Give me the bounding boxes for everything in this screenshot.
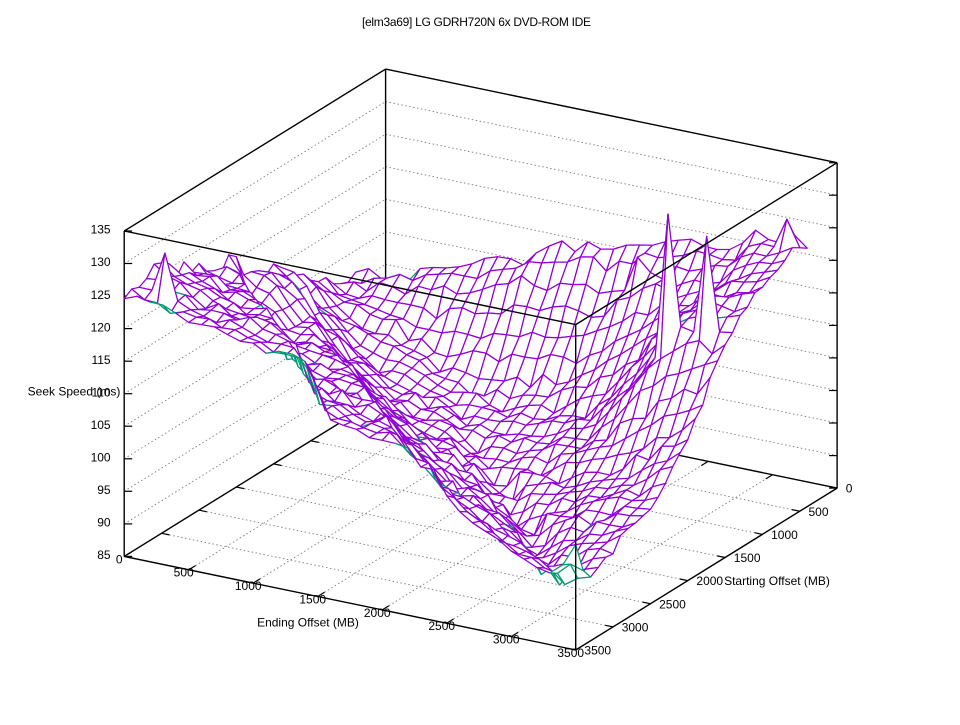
svg-text:95: 95 <box>97 483 111 497</box>
svg-text:500: 500 <box>174 566 194 580</box>
svg-text:500: 500 <box>809 505 829 519</box>
svg-text:Ending Offset (MB): Ending Offset (MB) <box>257 615 359 629</box>
svg-text:3000: 3000 <box>493 633 520 647</box>
svg-text:130: 130 <box>91 255 111 269</box>
svg-text:1500: 1500 <box>299 592 326 606</box>
svg-text:120: 120 <box>91 320 111 334</box>
svg-text:3500: 3500 <box>584 644 611 658</box>
svg-text:1000: 1000 <box>771 528 798 542</box>
svg-text:1500: 1500 <box>734 551 761 565</box>
svg-text:3000: 3000 <box>622 621 649 635</box>
svg-text:0: 0 <box>116 552 123 566</box>
svg-text:2500: 2500 <box>659 597 686 611</box>
svg-text:110: 110 <box>91 385 110 399</box>
svg-text:2500: 2500 <box>428 619 455 633</box>
svg-text:Starting Offset (MB): Starting Offset (MB) <box>724 574 830 588</box>
svg-text:100: 100 <box>91 451 111 465</box>
svg-text:[elm3a69] LG GDRH720N 6x DVD-R: [elm3a69] LG GDRH720N 6x DVD-ROM IDE <box>362 15 591 29</box>
svg-text:135: 135 <box>91 223 111 237</box>
svg-text:90: 90 <box>97 516 111 530</box>
svg-text:105: 105 <box>91 418 111 432</box>
svg-text:2000: 2000 <box>696 574 723 588</box>
svg-text:Seek Speed (ms): Seek Speed (ms) <box>28 385 121 399</box>
svg-text:125: 125 <box>91 288 111 302</box>
svg-text:3500: 3500 <box>557 646 584 660</box>
svg-text:115: 115 <box>91 353 110 367</box>
svg-text:2000: 2000 <box>364 606 391 620</box>
svg-text:1000: 1000 <box>235 579 262 593</box>
svg-text:0: 0 <box>846 482 853 496</box>
svg-text:85: 85 <box>97 548 111 562</box>
